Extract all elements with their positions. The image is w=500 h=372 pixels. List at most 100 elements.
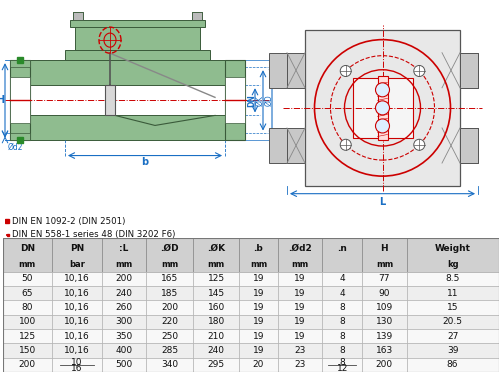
Bar [362, 300, 406, 315]
Bar [2, 343, 52, 357]
Bar [322, 238, 362, 272]
Polygon shape [30, 60, 225, 85]
Bar [362, 238, 406, 272]
Text: mm: mm [116, 260, 132, 269]
Text: kg: kg [447, 260, 458, 269]
Bar [146, 286, 194, 300]
Bar [362, 286, 406, 300]
Bar [322, 315, 362, 329]
Bar [10, 77, 30, 124]
Text: 160: 160 [208, 303, 225, 312]
Text: 10,16: 10,16 [64, 331, 90, 341]
Bar [362, 272, 406, 286]
Text: 15: 15 [447, 303, 458, 312]
Bar [102, 357, 146, 372]
Text: 125: 125 [208, 274, 225, 283]
Text: 50: 50 [22, 274, 33, 283]
Text: 80: 80 [22, 303, 33, 312]
Text: 10,16: 10,16 [64, 289, 90, 298]
Text: 150: 150 [18, 346, 36, 355]
Bar [239, 272, 278, 286]
Bar [239, 286, 278, 300]
Text: 10,16: 10,16 [64, 317, 90, 326]
Text: H: H [0, 95, 4, 105]
Bar [2, 272, 52, 286]
Bar [52, 300, 102, 315]
Text: 250: 250 [162, 331, 178, 341]
Text: 240: 240 [208, 346, 225, 355]
Bar [192, 12, 202, 20]
Circle shape [414, 65, 425, 77]
Text: mm: mm [250, 260, 267, 269]
Text: H: H [380, 244, 388, 253]
Text: .b: .b [254, 244, 264, 253]
Polygon shape [269, 53, 287, 88]
Bar [406, 357, 498, 372]
Bar [322, 300, 362, 315]
Bar [239, 329, 278, 343]
Text: 139: 139 [376, 331, 393, 341]
Bar [2, 238, 52, 272]
Text: 165: 165 [162, 274, 178, 283]
Bar [102, 272, 146, 286]
Bar [52, 286, 102, 300]
Text: 19: 19 [252, 289, 264, 298]
Bar [287, 128, 305, 163]
Bar [322, 343, 362, 357]
Polygon shape [65, 50, 210, 60]
Bar [2, 329, 52, 343]
Text: 109: 109 [376, 303, 393, 312]
Text: Ød2: Ød2 [7, 143, 23, 152]
Bar [2, 357, 52, 372]
Text: 86: 86 [447, 360, 458, 369]
Bar [278, 357, 322, 372]
Text: .n: .n [338, 244, 347, 253]
Text: mm: mm [376, 260, 393, 269]
Text: .ØK: .ØK [207, 244, 226, 253]
Text: ØK: ØK [256, 95, 264, 106]
Text: 8: 8 [340, 358, 345, 367]
Bar [102, 343, 146, 357]
Bar [362, 343, 406, 357]
Text: 23: 23 [294, 346, 306, 355]
Text: 285: 285 [162, 346, 178, 355]
Text: 200: 200 [116, 274, 132, 283]
Bar [278, 238, 322, 272]
Text: 4: 4 [340, 289, 345, 298]
Bar [146, 315, 194, 329]
Polygon shape [10, 60, 30, 141]
Bar [194, 286, 239, 300]
Bar [362, 357, 406, 372]
Bar [460, 128, 478, 163]
Text: 19: 19 [294, 274, 306, 283]
Text: 240: 240 [116, 289, 132, 298]
Bar [52, 238, 102, 272]
Bar [305, 30, 460, 186]
Bar [239, 357, 278, 372]
Bar [194, 343, 239, 357]
Text: 19: 19 [252, 303, 264, 312]
Bar [239, 343, 278, 357]
Bar [194, 329, 239, 343]
Bar [287, 53, 305, 88]
Text: ØD: ØD [264, 94, 274, 106]
Text: 8: 8 [340, 317, 345, 326]
Text: 19: 19 [252, 346, 264, 355]
Text: 77: 77 [378, 274, 390, 283]
Text: 145: 145 [208, 289, 225, 298]
Polygon shape [460, 53, 478, 88]
Bar [406, 315, 498, 329]
Bar [322, 329, 362, 343]
Text: 130: 130 [376, 317, 393, 326]
Text: 340: 340 [162, 360, 178, 369]
Text: 125: 125 [18, 331, 36, 341]
Polygon shape [10, 134, 30, 141]
Bar [52, 315, 102, 329]
Bar [2, 300, 52, 315]
Text: 185: 185 [162, 289, 178, 298]
Text: 200: 200 [376, 360, 393, 369]
Text: 4: 4 [340, 274, 345, 283]
Text: 19: 19 [294, 317, 306, 326]
Text: DIN EN 558-1 series 48 (DIN 3202 F6): DIN EN 558-1 series 48 (DIN 3202 F6) [12, 230, 176, 239]
Text: 210: 210 [208, 331, 225, 341]
